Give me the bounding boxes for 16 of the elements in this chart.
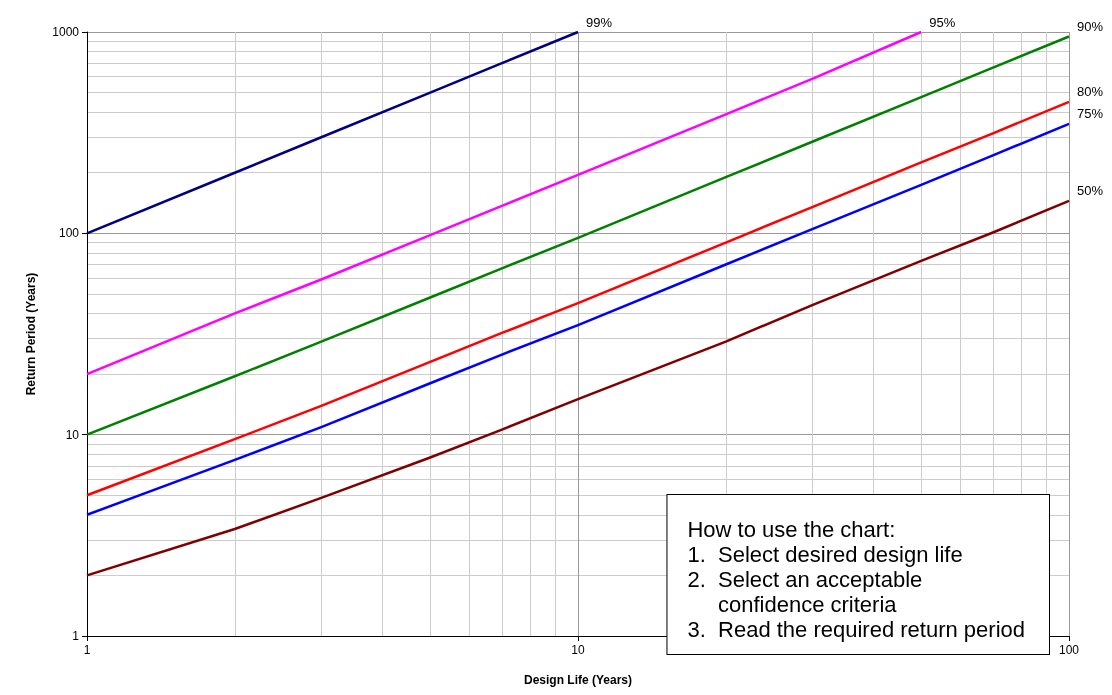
y-tick-label: 10 [65,427,80,442]
x-tick-label: 1 [83,643,91,657]
x-tick-label: 100 [1058,643,1080,657]
y-tick-label: 100 [58,226,80,241]
series-label: 95% [929,14,956,30]
series-label: 80% [1077,84,1104,100]
x-axis-title: Design Life (Years) [523,673,633,687]
y-tick-label: 1000 [52,25,80,39]
series-label: 99% [586,14,613,30]
y-axis-title: Return Period (Years) [24,272,38,396]
series-label: 75% [1077,106,1104,122]
x-tick-label: 10 [571,643,585,657]
series-label: 50% [1077,183,1104,199]
y-tick-label: 1 [72,629,80,643]
series-label: 90% [1077,18,1104,34]
annotation: How to use the chart: 1. Select desired design life 2. Select an acceptable confidence criteria 3. Read the required return period [687,517,1026,642]
